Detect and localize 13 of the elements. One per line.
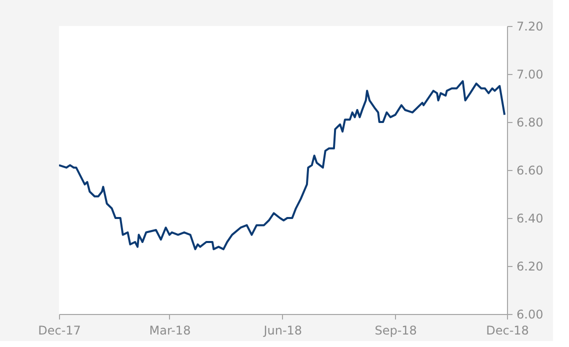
x-tick-label: Dec-18 <box>486 324 529 338</box>
line-series <box>59 80 506 250</box>
y-tick-label: 6.20 <box>516 260 544 274</box>
y-tick-label: 6.80 <box>516 116 544 130</box>
x-tick-label: Dec-17 <box>38 324 81 338</box>
y-tick-label: 7.00 <box>516 68 544 82</box>
y-tick-label: 6.60 <box>516 164 544 178</box>
x-tick-label: Sep-18 <box>374 324 417 338</box>
y-tick-label: 6.00 <box>516 308 544 322</box>
y-tick-label: 6.40 <box>516 212 544 226</box>
x-tick-label: Mar-18 <box>149 324 191 338</box>
x-tick-label: Jun-18 <box>262 324 302 338</box>
y-tick-label: 7.20 <box>516 20 544 34</box>
